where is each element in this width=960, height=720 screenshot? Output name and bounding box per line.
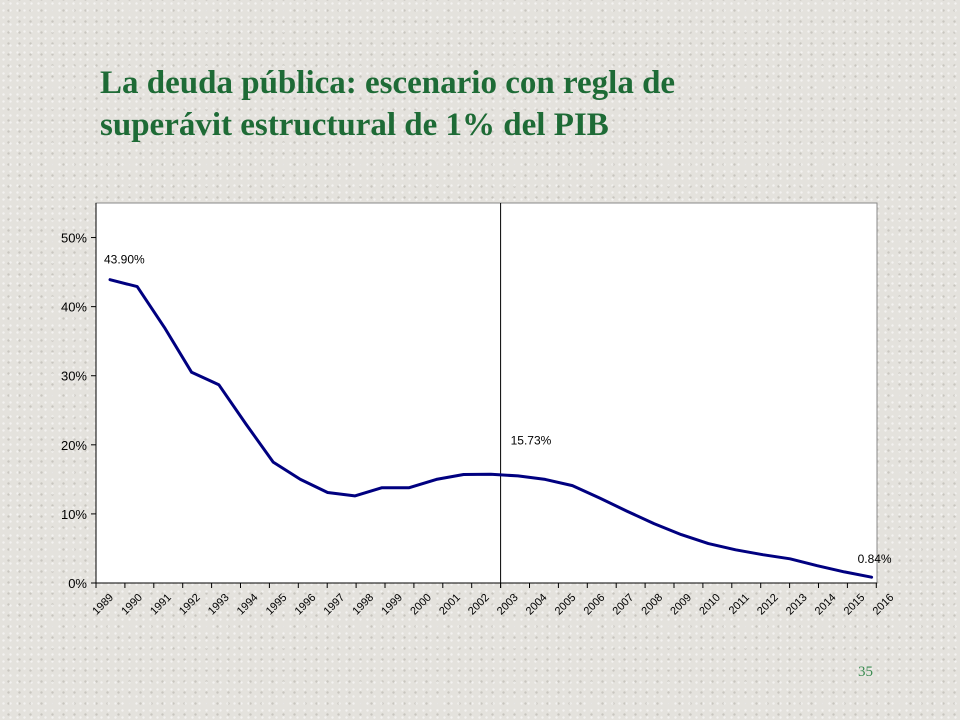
y-tick-label: 0% <box>68 576 87 591</box>
plot-area <box>95 202 878 584</box>
x-tick-label: 1989 <box>90 592 116 618</box>
x-tick-label: 1992 <box>177 592 203 618</box>
x-tick-label: 2014 <box>813 592 839 618</box>
x-tick-label: 2000 <box>408 592 434 618</box>
y-tick-label: 40% <box>61 300 87 315</box>
x-tick-label: 1991 <box>148 592 174 618</box>
x-tick-label: 1996 <box>293 592 319 618</box>
x-tick-label: 1995 <box>264 592 290 618</box>
data-label: 0.84% <box>858 552 892 566</box>
x-tick-label: 2007 <box>611 592 637 618</box>
y-tick-label: 20% <box>61 438 87 453</box>
x-tick-label: 2013 <box>784 592 810 618</box>
y-axis: 0% 10% 20% 30% 40% 50% <box>61 203 97 591</box>
page-number: 35 <box>858 664 873 680</box>
y-tick-label: 50% <box>61 231 87 246</box>
slide-title-line-1: La deuda pública: escenario con regla de <box>100 65 676 101</box>
x-tick-label: 1990 <box>119 592 145 618</box>
x-tick-label: 2008 <box>639 592 665 618</box>
x-tick-label: 2005 <box>553 592 579 618</box>
x-tick-label: 2004 <box>524 592 550 618</box>
x-tick-label: 2016 <box>871 592 897 618</box>
data-label: 43.90% <box>104 253 145 267</box>
x-tick-label: 2002 <box>466 592 492 618</box>
x-tick-label: 2009 <box>668 592 694 618</box>
x-tick-label: 1998 <box>350 592 376 618</box>
x-tick-label: 2006 <box>582 592 608 618</box>
x-tick-label: 2010 <box>697 592 723 618</box>
x-tick-label: 2011 <box>727 592 752 617</box>
y-tick-label: 10% <box>61 507 87 522</box>
data-labels: 43.90% 15.73% 0.84% <box>104 253 892 567</box>
slide-title-line-2: superávit estructural de 1% del PIB <box>100 107 609 143</box>
slide-title: La deuda pública: escenario con regla de… <box>100 62 900 146</box>
x-tick-label: 2012 <box>755 592 781 618</box>
x-axis: 1989 1990 1991 1992 1993 1994 1995 1996 1997 1998… <box>90 582 897 618</box>
data-label: 15.73% <box>511 433 552 447</box>
x-tick-label: 1999 <box>379 592 405 618</box>
x-tick-label: 1997 <box>322 592 348 618</box>
x-tick-label: 1994 <box>235 592 261 618</box>
x-tick-label: 2003 <box>495 592 521 618</box>
x-tick-label: 1993 <box>206 592 232 618</box>
x-tick-label: 2015 <box>842 592 868 618</box>
series-line <box>108 278 874 579</box>
x-tick-label: 2001 <box>437 592 463 618</box>
y-tick-label: 30% <box>61 369 87 384</box>
